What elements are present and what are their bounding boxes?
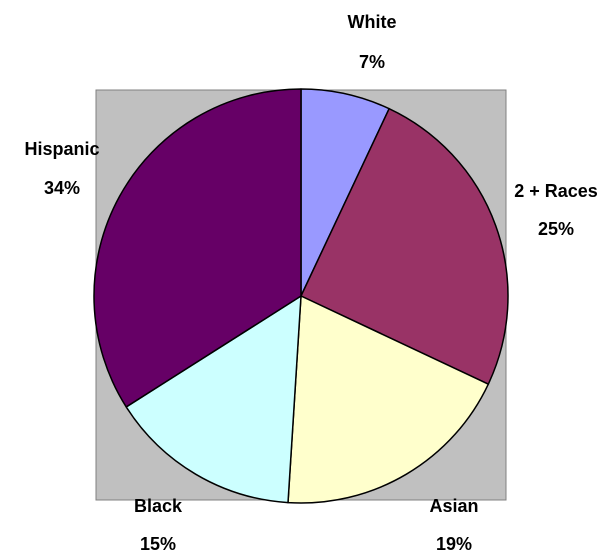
slice-value-black: 15%: [140, 534, 176, 554]
pie-slice-hispanic: [93, 88, 302, 408]
slice-label-hispanic: Hispanic: [24, 139, 99, 159]
slice-label-black: Black: [134, 496, 183, 516]
slice-label-2-races: 2 + Races: [514, 181, 598, 201]
pie-slice-2-races: [300, 107, 509, 385]
slice-value-asian: 19%: [436, 534, 472, 554]
slice-label-white: White: [348, 12, 397, 32]
slice-value-2-races: 25%: [538, 219, 574, 239]
slice-value-white: 7%: [359, 52, 385, 72]
pie-slice-asian: [287, 295, 490, 504]
pie-slice-black: [125, 295, 302, 504]
slice-label-asian: Asian: [429, 496, 478, 516]
slice-labels: White 7% 2 + Races 25% Asian 19% Black 15% Hispa…: [24, 12, 597, 554]
pie-slices: [93, 88, 509, 504]
slice-value-hispanic: 34%: [44, 178, 80, 198]
